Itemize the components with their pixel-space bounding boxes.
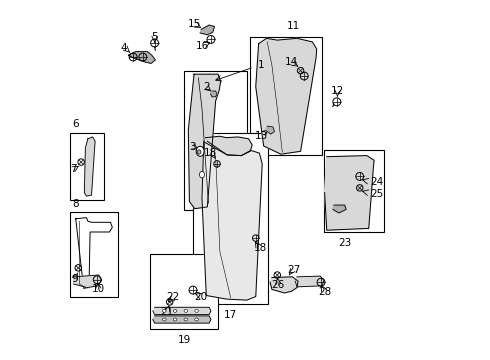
Text: 14: 14	[285, 57, 298, 67]
Ellipse shape	[197, 150, 201, 154]
Text: 26: 26	[271, 280, 285, 291]
Ellipse shape	[184, 318, 188, 321]
Polygon shape	[211, 91, 217, 97]
Text: 5: 5	[151, 32, 158, 41]
Ellipse shape	[195, 318, 198, 321]
Text: 16: 16	[196, 41, 209, 51]
Polygon shape	[202, 141, 262, 300]
Text: 18: 18	[253, 243, 267, 253]
Text: 13: 13	[255, 131, 268, 140]
Bar	[193, 134, 269, 304]
Polygon shape	[266, 126, 274, 134]
Text: 4: 4	[121, 43, 127, 53]
Polygon shape	[200, 25, 215, 35]
Text: 12: 12	[331, 86, 344, 96]
Polygon shape	[76, 218, 112, 288]
Text: 20: 20	[195, 292, 208, 302]
Text: 15: 15	[188, 19, 201, 29]
Polygon shape	[74, 275, 101, 288]
Bar	[250, 37, 322, 155]
Polygon shape	[128, 51, 155, 63]
Text: 25: 25	[370, 189, 383, 199]
Text: 19: 19	[177, 335, 191, 345]
Ellipse shape	[163, 310, 166, 312]
Text: 2: 2	[203, 82, 210, 93]
Text: 1: 1	[258, 60, 264, 70]
Polygon shape	[333, 205, 346, 213]
Text: 6: 6	[72, 119, 78, 129]
Text: 7: 7	[70, 164, 77, 174]
Ellipse shape	[173, 318, 177, 321]
Bar	[150, 253, 218, 329]
Ellipse shape	[195, 310, 198, 312]
Polygon shape	[153, 307, 211, 315]
Text: 23: 23	[339, 238, 352, 248]
Text: 21: 21	[161, 307, 174, 317]
Polygon shape	[84, 137, 95, 196]
Bar	[184, 71, 247, 211]
Ellipse shape	[184, 310, 188, 312]
Text: 11: 11	[287, 21, 300, 31]
Ellipse shape	[196, 146, 204, 156]
Text: 3: 3	[189, 141, 196, 152]
Polygon shape	[153, 316, 211, 323]
Ellipse shape	[163, 318, 166, 321]
Text: 17: 17	[224, 310, 237, 320]
Text: 22: 22	[167, 292, 180, 302]
Polygon shape	[324, 156, 374, 230]
Polygon shape	[256, 39, 317, 154]
Text: 8: 8	[72, 199, 78, 209]
Text: 27: 27	[287, 265, 300, 275]
Text: 10: 10	[92, 284, 105, 294]
Ellipse shape	[173, 310, 177, 312]
Bar	[70, 134, 104, 200]
Text: 18: 18	[203, 148, 217, 158]
Bar	[324, 149, 384, 232]
Polygon shape	[270, 277, 298, 293]
Polygon shape	[205, 136, 252, 156]
Text: 9: 9	[72, 274, 78, 284]
Text: 24: 24	[370, 177, 383, 187]
Polygon shape	[295, 276, 324, 287]
Ellipse shape	[199, 171, 204, 178]
Text: 28: 28	[318, 287, 332, 297]
Polygon shape	[188, 74, 220, 209]
Bar	[70, 212, 119, 297]
